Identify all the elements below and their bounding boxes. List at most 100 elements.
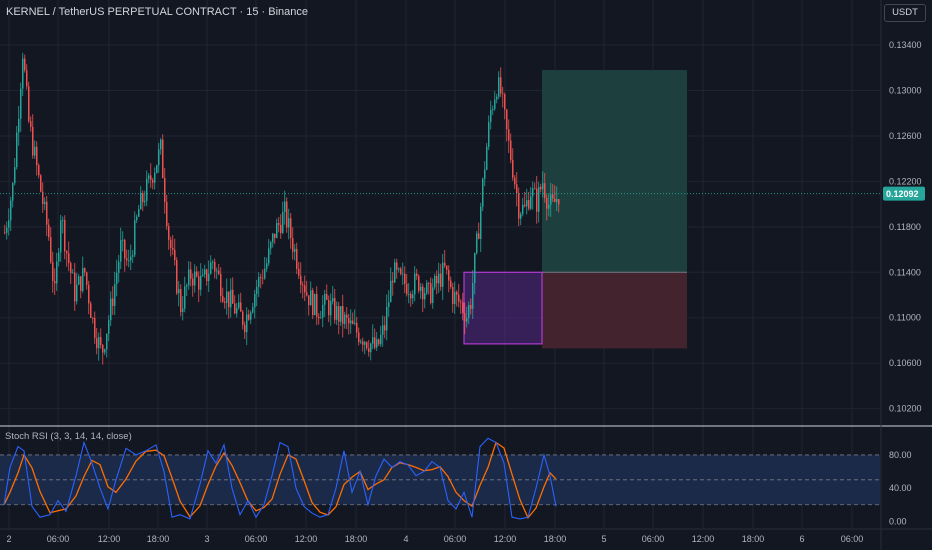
candle-body xyxy=(106,333,108,350)
candle-body xyxy=(394,262,396,283)
candle-body xyxy=(518,193,520,219)
candle-body xyxy=(180,289,182,312)
candle-body xyxy=(246,314,248,333)
candle-body xyxy=(80,276,82,291)
candle-body xyxy=(120,240,122,262)
candle-body xyxy=(308,295,310,306)
candle-body xyxy=(72,272,74,274)
candle-body xyxy=(338,306,340,322)
candle-body xyxy=(478,233,480,239)
candle-body xyxy=(88,284,90,304)
candle-body xyxy=(100,337,102,346)
candle-body xyxy=(134,220,136,256)
candle-body xyxy=(382,325,384,335)
candle-body xyxy=(314,293,316,316)
candle-body xyxy=(126,258,128,261)
time-tick-label: 12:00 xyxy=(692,534,715,544)
candle-body xyxy=(444,262,446,266)
candle-body xyxy=(432,287,434,303)
price-tick-label: 0.11000 xyxy=(889,313,921,323)
time-tick-label: 5 xyxy=(601,534,606,544)
time-tick-label: 4 xyxy=(403,534,408,544)
candle-body xyxy=(424,293,426,300)
candle-body xyxy=(54,281,56,284)
candle-body xyxy=(160,139,162,150)
candle-body xyxy=(334,298,336,320)
candle-body xyxy=(228,291,230,308)
candle-body xyxy=(36,146,38,166)
time-tick-label: 06:00 xyxy=(444,534,467,544)
last-price-label: 0.12092 xyxy=(886,189,919,199)
candle-body xyxy=(272,233,274,243)
candle-body xyxy=(192,278,194,286)
candle-body xyxy=(552,194,554,199)
candle-body xyxy=(330,301,332,316)
candle-body xyxy=(486,146,488,170)
candle-body xyxy=(22,58,24,89)
candle-body xyxy=(328,299,330,316)
candle-body xyxy=(306,292,308,296)
entry-box xyxy=(463,271,543,345)
candle-body xyxy=(346,314,348,318)
candle-body xyxy=(262,277,264,279)
candle-body xyxy=(434,275,436,288)
candle-body xyxy=(16,132,18,168)
candle-body xyxy=(258,277,260,287)
candle-body xyxy=(264,268,266,279)
candle-body xyxy=(322,304,324,318)
candle-body xyxy=(442,262,444,287)
price-tick-label: 0.10200 xyxy=(889,404,922,414)
candle-body xyxy=(108,320,110,334)
candle-body xyxy=(178,289,180,294)
indicator-label: Stoch RSI (3, 3, 14, 14, close) xyxy=(5,431,132,442)
candle-body xyxy=(316,293,318,317)
time-tick-label: 18:00 xyxy=(742,534,765,544)
candle-body xyxy=(312,290,314,316)
candle-body xyxy=(530,196,532,209)
candle-body xyxy=(540,186,542,190)
candle-body xyxy=(6,227,8,233)
candle-body xyxy=(84,268,86,273)
candle-body xyxy=(204,269,206,275)
stoch-rsi-pane xyxy=(0,437,880,520)
candle-body xyxy=(152,180,154,183)
candle-body xyxy=(184,286,186,309)
candle-body xyxy=(516,184,518,194)
candle-body xyxy=(374,337,376,348)
candle-body xyxy=(508,129,510,141)
candle-body xyxy=(526,200,528,207)
candle-body xyxy=(182,308,184,312)
candle-body xyxy=(388,302,390,307)
candle-body xyxy=(472,282,474,309)
candle-body xyxy=(26,70,28,87)
candle-body xyxy=(210,262,212,274)
candle-body xyxy=(190,269,192,279)
candle-body xyxy=(510,140,512,161)
candle-body xyxy=(64,220,66,252)
candle-body xyxy=(514,177,516,185)
candle-body xyxy=(166,202,168,227)
candle-body xyxy=(32,126,34,156)
candle-body xyxy=(86,272,88,285)
currency-button[interactable]: USDT xyxy=(884,4,926,22)
candle-body xyxy=(148,175,150,179)
candle-body xyxy=(194,271,196,286)
candle-body xyxy=(286,201,288,228)
candle-body xyxy=(556,199,558,202)
candle-body xyxy=(426,282,428,294)
candle-body xyxy=(78,276,80,285)
candle-body xyxy=(390,280,392,303)
candle-body xyxy=(96,338,98,349)
candle-body xyxy=(10,200,12,221)
candle-body xyxy=(12,183,14,201)
candle-body xyxy=(248,314,250,320)
candle-body xyxy=(42,191,44,205)
candle-body xyxy=(202,274,204,276)
candle-body xyxy=(402,273,404,275)
candle-body xyxy=(68,253,70,264)
candle-body xyxy=(260,277,262,278)
candle-body xyxy=(496,96,498,100)
candle-body xyxy=(366,342,368,349)
